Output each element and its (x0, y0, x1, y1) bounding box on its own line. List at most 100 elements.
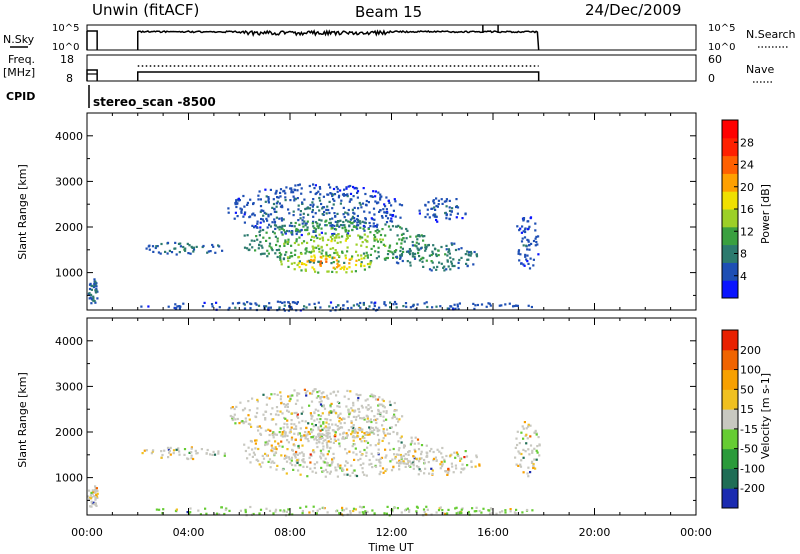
echo-cell (90, 293, 93, 296)
echo-cell (366, 254, 369, 257)
echo-cell (291, 463, 294, 467)
echo-cell (294, 301, 297, 304)
echo-cell (334, 228, 338, 231)
echo-cell (211, 453, 214, 456)
echo-cell (369, 261, 372, 264)
echo-cell (347, 429, 350, 432)
echo-cell (295, 450, 298, 454)
echo-cell (405, 227, 408, 231)
echo-cell (440, 452, 443, 455)
echo-cell (199, 513, 202, 516)
echo-cell (304, 391, 307, 394)
echo-cell (294, 438, 297, 441)
echo-cell (331, 207, 334, 210)
echo-cell (192, 246, 195, 249)
echo-cell (469, 250, 472, 254)
echo-cell (325, 212, 328, 215)
echo-cell (267, 201, 270, 204)
echo-cell (360, 254, 363, 257)
echo-cell (418, 212, 421, 215)
echo-cell (357, 207, 360, 210)
echo-cell (277, 196, 280, 199)
echo-cell (466, 464, 469, 467)
echo-cell (352, 424, 355, 427)
echo-cell (447, 508, 450, 511)
echo-cell (401, 460, 404, 463)
echo-cell (310, 413, 313, 417)
echo-cell (317, 190, 320, 193)
echo-cell (402, 460, 405, 463)
echo-cell (495, 512, 498, 515)
echo-cell (309, 467, 312, 470)
echo-cell (304, 269, 307, 272)
echo-cell (253, 226, 256, 229)
echo-cell (398, 203, 401, 206)
echo-cell (457, 454, 460, 458)
echo-cell (359, 226, 362, 229)
echo-cell (373, 419, 376, 422)
echo-cell (428, 268, 432, 271)
echo-cell (293, 268, 296, 271)
echo-cell (393, 250, 396, 253)
echo-cell (368, 426, 371, 429)
echo-cell (414, 252, 417, 255)
echo-cell (537, 235, 540, 238)
echo-cell (335, 236, 338, 239)
echo-cell (90, 500, 93, 503)
echo-cell (311, 222, 314, 225)
echo-cell (269, 429, 272, 432)
echo-cell (314, 212, 317, 215)
echo-cell (382, 471, 385, 474)
echo-cell (92, 295, 95, 298)
echo-cell (350, 464, 353, 467)
echo-cell (341, 437, 344, 440)
echo-cell (352, 195, 355, 198)
echo-cell (284, 253, 287, 256)
echo-cell (310, 238, 313, 241)
echo-cell (275, 205, 278, 208)
echo-cell (448, 249, 451, 252)
echo-cell (220, 506, 223, 509)
echo-cell (283, 309, 286, 312)
echo-cell (259, 229, 262, 232)
echo-cell (261, 246, 264, 249)
echo-cell (475, 253, 478, 256)
echo-cell (295, 240, 298, 243)
echo-cell (319, 429, 322, 432)
echo-cell (290, 412, 294, 415)
echo-cell (524, 255, 527, 258)
echo-cell (90, 505, 93, 508)
echo-cell (366, 510, 369, 513)
echo-cell (237, 197, 240, 200)
echo-cell (435, 253, 438, 256)
echo-cell (267, 213, 270, 216)
velocity-colorbar-label: Velocity [m s-1] (759, 373, 772, 459)
echo-cell (393, 507, 396, 510)
echo-cell (321, 213, 324, 216)
echo-cell (317, 433, 320, 436)
echo-cell (387, 249, 390, 253)
echo-cell (428, 216, 431, 219)
echo-cell (442, 512, 445, 515)
echo-cell (275, 210, 278, 213)
echo-cell (431, 469, 434, 472)
echo-cell (337, 415, 340, 419)
echo-cell (192, 248, 196, 251)
echo-cell (326, 397, 329, 400)
echo-cell (309, 251, 312, 254)
echo-cell (183, 448, 187, 451)
echo-cell (316, 222, 319, 225)
echo-cell (464, 253, 467, 256)
echo-cell (445, 200, 448, 203)
echo-cell (366, 263, 370, 266)
echo-cell (516, 304, 519, 307)
echo-cell (327, 440, 330, 443)
echo-cell (311, 250, 314, 253)
echo-cell (257, 194, 260, 197)
velocity-ylabel: Slant Range [km] (16, 372, 29, 468)
echo-cell (445, 454, 448, 458)
echo-cell (346, 232, 350, 235)
echo-cell (255, 439, 258, 442)
echo-cell (279, 195, 282, 198)
echo-cell (376, 231, 379, 234)
